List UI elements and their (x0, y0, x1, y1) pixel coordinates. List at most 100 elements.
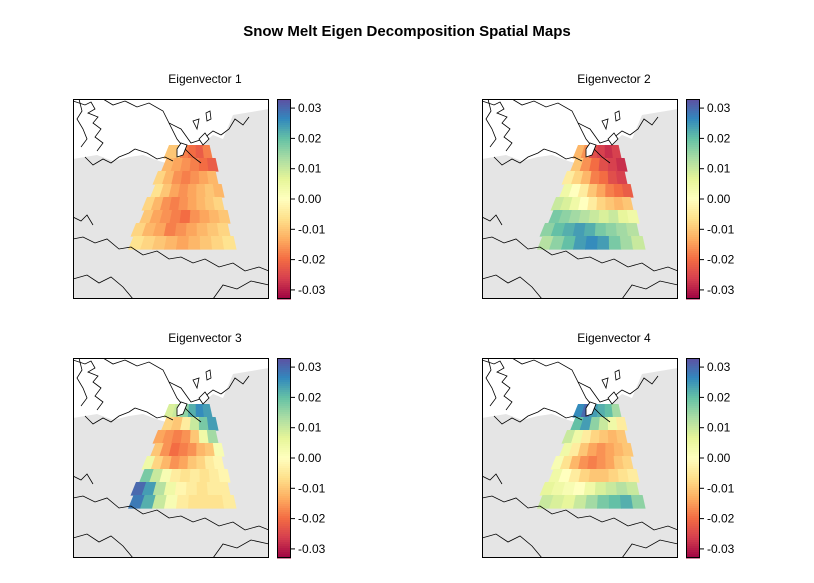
heatmap-cell (199, 469, 211, 483)
colorbar-swatch (686, 173, 700, 176)
colorbar-swatch (277, 512, 291, 515)
colorbar-swatch (686, 394, 700, 397)
colorbar-swatch (277, 159, 291, 162)
colorbar-swatch (686, 412, 700, 415)
heatmap-cell (199, 495, 213, 509)
colorbar-swatch (686, 197, 700, 200)
heatmap-cell (164, 236, 179, 250)
heatmap-cell (189, 171, 200, 185)
heatmap-cell (217, 210, 231, 224)
colorbar-swatch (277, 460, 291, 463)
colorbar-tick-label: -0.02 (707, 512, 735, 526)
colorbar-swatch (686, 153, 700, 156)
heatmap-cell (204, 456, 216, 470)
island (607, 132, 619, 146)
heatmap-cell (128, 495, 146, 509)
colorbar-swatch (277, 548, 291, 551)
heatmap-cell (598, 430, 609, 444)
colorbar-swatch (277, 402, 291, 405)
colorbar-swatch (277, 372, 291, 375)
colorbar-swatch (277, 251, 291, 254)
heatmap-cell (615, 223, 629, 237)
heatmap-cell (202, 145, 213, 159)
colorbar-swatch (277, 143, 291, 146)
colorbar-swatch (686, 291, 700, 294)
map-panel-1 (73, 99, 269, 299)
colorbar-swatch (277, 412, 291, 415)
colorbar-swatch (277, 255, 291, 258)
colorbar-swatch (686, 191, 700, 194)
heatmap-cell (604, 404, 614, 418)
heatmap-cell (208, 210, 221, 224)
colorbar-swatch (277, 181, 291, 184)
colorbar-frame (277, 99, 291, 299)
colorbar-swatch (277, 438, 291, 441)
heatmap-cell (573, 495, 588, 509)
heatmap-cell (605, 197, 616, 211)
heatmap-cell (221, 495, 237, 509)
colorbar-swatch (277, 107, 291, 110)
colorbar-swatch (686, 538, 700, 541)
island (176, 401, 188, 417)
colorbar-swatch (686, 145, 700, 148)
coastline (220, 375, 250, 395)
coastline (73, 533, 134, 558)
colorbar-swatch (277, 243, 291, 246)
coastline (73, 274, 134, 299)
heatmap-cell (206, 430, 219, 444)
heatmap-cell (561, 482, 576, 496)
colorbar-tick-label: -0.03 (707, 542, 735, 556)
colorbar-swatch (277, 247, 291, 250)
island (585, 401, 597, 417)
colorbar-swatch (686, 480, 700, 483)
colorbar-swatch (277, 171, 291, 174)
heatmap-cell (621, 443, 634, 457)
map-panel-3 (73, 358, 269, 558)
colorbar-swatch (277, 167, 291, 170)
colorbar-tick-label: 0.01 (298, 421, 322, 435)
heatmap-cell (617, 469, 630, 483)
colorbar-swatch (686, 117, 700, 120)
colorbar-swatch (686, 167, 700, 170)
colorbar-swatch (686, 279, 700, 282)
colorbar-swatch (277, 532, 291, 535)
colorbar-swatch (686, 137, 700, 140)
colorbar-swatch (277, 374, 291, 377)
heatmap-cell (619, 495, 634, 509)
colorbar-swatch (686, 498, 700, 501)
colorbar-swatch (277, 358, 291, 361)
heatmap-cell (608, 210, 620, 224)
colorbar-swatch (277, 293, 291, 296)
colorbar-swatch (277, 416, 291, 419)
heatmap-cell (130, 482, 147, 496)
heatmap-cell (568, 197, 582, 211)
colorbar-swatch (686, 410, 700, 413)
colorbar-swatch (686, 450, 700, 453)
colorbar-swatch (686, 107, 700, 110)
colorbar-swatch (277, 474, 291, 477)
heatmap-cells (128, 145, 237, 250)
colorbar-swatch (686, 147, 700, 150)
heatmap-cell (617, 210, 630, 224)
colorbar-swatch (277, 420, 291, 423)
colorbar-swatch (686, 267, 700, 270)
colorbar-swatch (686, 438, 700, 441)
colorbar-swatch (277, 161, 291, 164)
heatmap-cell (579, 158, 593, 172)
coastline (73, 100, 104, 152)
colorbar-swatch (686, 213, 700, 216)
colorbar-swatch (686, 526, 700, 529)
island (601, 118, 609, 131)
colorbar-tick-label: -0.02 (298, 512, 326, 526)
colorbar-swatch (686, 466, 700, 469)
colorbar-swatch (686, 460, 700, 463)
colorbar-swatch (686, 462, 700, 465)
colorbar-swatch (686, 159, 700, 162)
heatmap-cell (605, 443, 616, 457)
heatmap-cell (589, 430, 601, 444)
heatmap-cell (561, 223, 576, 237)
heatmap-cell (586, 443, 598, 457)
island (192, 377, 200, 390)
heatmap-cell (570, 430, 584, 444)
colorbar-swatch (686, 261, 700, 264)
